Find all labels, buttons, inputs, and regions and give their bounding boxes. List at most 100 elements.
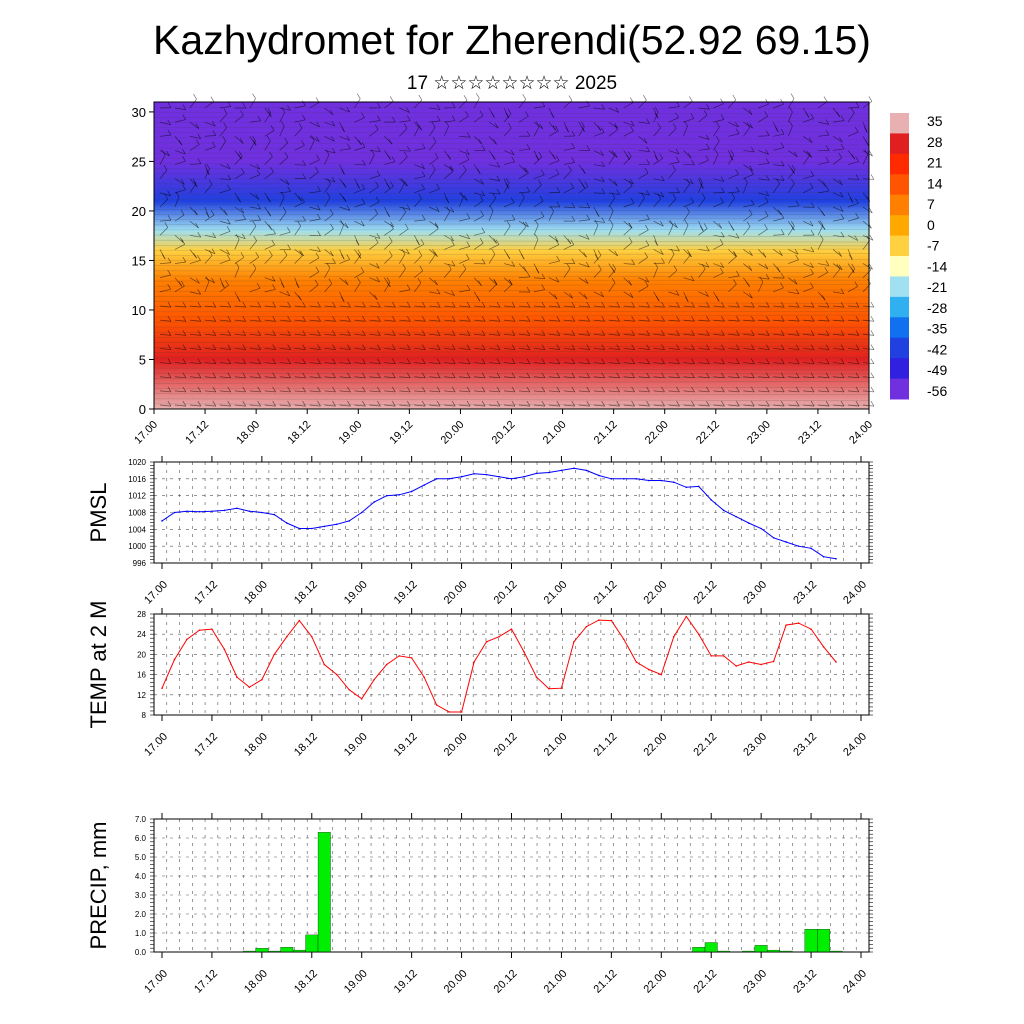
wind-barb-flag xyxy=(392,372,396,378)
wind-barb-flag xyxy=(526,344,531,350)
wind-barb xyxy=(503,390,516,393)
contour-line xyxy=(153,289,870,292)
wind-barb xyxy=(638,319,650,322)
wind-barb xyxy=(369,234,381,239)
wind-barb xyxy=(399,362,411,365)
colorbar-label: -14 xyxy=(927,258,947,274)
wind-barb xyxy=(578,291,588,300)
wind-barb-flag xyxy=(388,138,393,145)
wind-barb-flag xyxy=(795,254,799,260)
wind-barb xyxy=(474,192,485,197)
wind-barb-flag xyxy=(406,115,411,121)
wind-barb xyxy=(518,116,529,123)
wind-barb xyxy=(159,305,171,308)
wind-barb-flag xyxy=(302,316,306,322)
wind-barb xyxy=(264,390,276,393)
wind-barb xyxy=(743,249,753,256)
wind-barb xyxy=(488,164,500,168)
wind-barb xyxy=(713,305,725,308)
wind-barb xyxy=(578,105,590,109)
wind-barb-flag xyxy=(676,386,680,393)
wind-barb-flag xyxy=(242,358,247,364)
wind-barb xyxy=(294,201,305,208)
wind-barb xyxy=(503,284,513,293)
contour-line xyxy=(153,137,870,140)
wind-barb xyxy=(713,390,725,393)
wind-barb-flag xyxy=(375,196,380,203)
wind-barb-flag xyxy=(212,330,217,336)
wind-barb-flag xyxy=(491,154,496,160)
wind-barb-flag xyxy=(825,129,830,136)
data-point xyxy=(810,628,812,630)
wind-barb xyxy=(563,291,573,299)
wind-barb-flag xyxy=(417,277,422,284)
wind-barb xyxy=(459,246,470,250)
wind-barb xyxy=(713,140,720,151)
wind-barb-flag xyxy=(421,358,426,364)
wind-barb xyxy=(354,203,366,208)
wind-barb-flag xyxy=(466,213,471,219)
wind-barb xyxy=(638,150,650,152)
wind-barb-flag xyxy=(240,167,245,174)
x-tick-label: 21.12 xyxy=(592,419,620,447)
wind-barb xyxy=(788,277,798,285)
wind-barb-flag xyxy=(508,279,513,285)
wind-barb xyxy=(578,319,590,322)
wind-barb xyxy=(817,101,828,109)
wind-barb xyxy=(758,135,770,137)
wind-barb-flag xyxy=(355,240,360,246)
wind-barb xyxy=(518,148,530,151)
wind-barb xyxy=(698,107,710,110)
wind-barb xyxy=(249,390,261,393)
wind-barb xyxy=(459,362,471,365)
wind-barb-flag xyxy=(570,239,575,245)
wind-barb-flag xyxy=(387,154,391,160)
data-point xyxy=(186,638,188,641)
wind-barb xyxy=(459,135,471,138)
wind-barb-flag xyxy=(706,400,710,407)
wind-barb xyxy=(249,268,257,278)
wind-barb xyxy=(474,348,486,350)
wind-barb xyxy=(862,150,873,157)
wind-barb xyxy=(832,178,843,186)
wind-barb xyxy=(862,269,872,278)
wind-barb-flag xyxy=(302,372,306,378)
contour-line xyxy=(153,248,870,251)
wind-barb xyxy=(279,305,291,308)
wind-barb xyxy=(264,255,273,264)
wind-barb-flag xyxy=(733,251,737,258)
wind-barb xyxy=(593,362,605,365)
wind-barb xyxy=(787,125,793,137)
wind-barb xyxy=(414,99,423,109)
wind-barb xyxy=(503,161,515,165)
wind-barb xyxy=(324,135,335,142)
wind-barb-flag xyxy=(701,193,706,199)
wind-barb xyxy=(399,120,411,123)
wind-barb xyxy=(563,244,574,250)
wind-barb xyxy=(623,121,635,127)
data-point xyxy=(560,687,563,690)
precip-chart: 0.01.02.03.04.05.06.07.017.00 17.12 18.00 1… xyxy=(86,813,873,996)
data-point xyxy=(485,473,488,476)
wind-barb-flag xyxy=(598,264,602,270)
wind-barb-flag xyxy=(526,271,531,278)
wind-barb xyxy=(428,141,437,151)
data-point xyxy=(697,633,700,635)
wind-barb xyxy=(444,305,456,308)
wind-barb xyxy=(653,178,665,182)
wind-barb xyxy=(234,156,243,165)
wind-barb xyxy=(219,230,231,236)
wind-barb-flag xyxy=(451,344,456,350)
wind-barb xyxy=(189,390,201,393)
wind-barb-flag xyxy=(302,100,306,106)
wind-barb xyxy=(862,220,872,229)
wind-barb xyxy=(414,188,425,194)
wind-barb-flag xyxy=(839,137,843,143)
data-point xyxy=(523,475,525,478)
wind-barb xyxy=(653,127,661,137)
wind-barb xyxy=(399,404,411,407)
wind-barb-flag xyxy=(631,316,635,322)
wind-barb xyxy=(279,319,291,322)
wind-barb xyxy=(399,128,408,137)
wind-barb xyxy=(848,390,860,393)
